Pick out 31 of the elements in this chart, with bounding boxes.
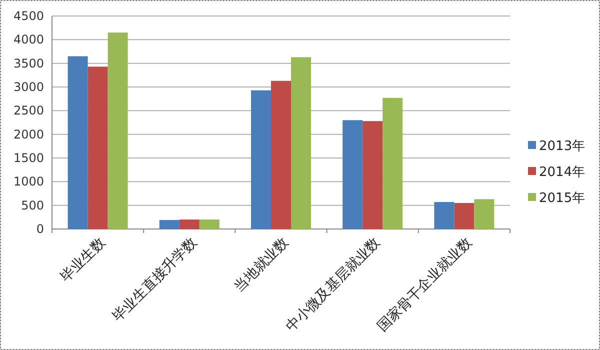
y-tick-label: 2500 (13, 104, 44, 118)
y-tick-label: 3500 (13, 56, 44, 70)
bar (68, 56, 88, 229)
x-tick-label: 毕业生数 (58, 234, 109, 286)
bar (342, 120, 363, 229)
legend-label: 2014年 (539, 165, 586, 180)
bar (199, 220, 220, 229)
x-tick-label: 当地就业数 (231, 234, 292, 296)
bar (454, 202, 474, 229)
bar (382, 98, 403, 229)
y-tick-label: 4000 (13, 32, 44, 47)
bar (291, 57, 311, 229)
y-tick-label: 3000 (13, 80, 44, 94)
legend-label: 2013年 (539, 139, 586, 154)
bar (251, 90, 271, 229)
bar (434, 202, 454, 229)
y-tick-label: 1500 (13, 151, 44, 165)
bar (271, 80, 291, 229)
y-tick-label: 1000 (13, 174, 44, 189)
bar (362, 121, 383, 229)
bar (108, 32, 128, 229)
y-tick-label: 500 (21, 198, 44, 212)
bar (474, 199, 494, 229)
bar (179, 220, 200, 229)
bar (88, 66, 108, 229)
y-tick-label: 2000 (13, 127, 44, 142)
bar (159, 220, 180, 229)
x-tick-label: 毕业生直接升学数 (110, 234, 200, 326)
y-tick-label: 4500 (13, 9, 44, 23)
legend-label: 2015年 (539, 191, 586, 206)
y-tick-label: 0 (36, 222, 44, 236)
